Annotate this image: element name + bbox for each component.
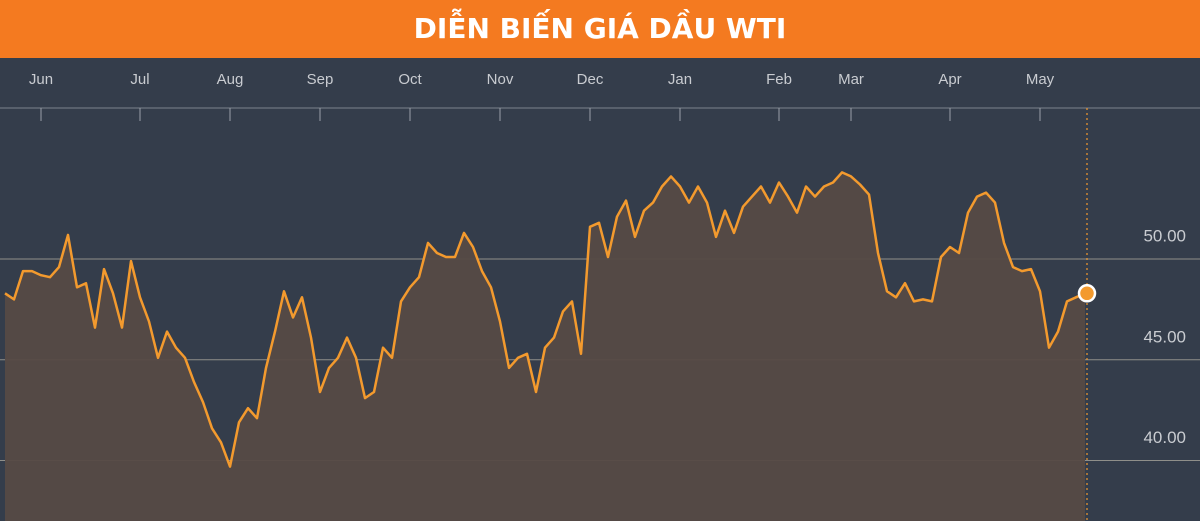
x-tick-label: Nov [487, 71, 514, 88]
last-point-marker [1077, 284, 1097, 303]
x-tick-label: Mar [838, 71, 864, 88]
chart-title: DIỄN BIẾN GIÁ DẦU WTI [414, 7, 787, 45]
x-tick-label: Sep [307, 71, 334, 88]
y-tick-label: 45.00 [1143, 327, 1186, 346]
x-tick-label: Oct [398, 71, 422, 88]
x-tick-label: May [1026, 71, 1055, 88]
area [5, 172, 1085, 521]
x-tick-label: Aug [217, 71, 244, 88]
line [4, 171, 1086, 468]
x-tick-label: Jun [29, 71, 53, 88]
x-tick-label: Apr [938, 71, 961, 88]
x-tick-label: Dec [577, 71, 604, 88]
x-tick-label: Jul [130, 71, 149, 88]
y-tick-label: 40.00 [1143, 428, 1186, 447]
x-tick-label: Jan [668, 71, 692, 88]
title-bar [0, 0, 1200, 58]
x-tick-label: Feb [766, 71, 792, 88]
y-tick-label: 50.00 [1143, 227, 1186, 246]
